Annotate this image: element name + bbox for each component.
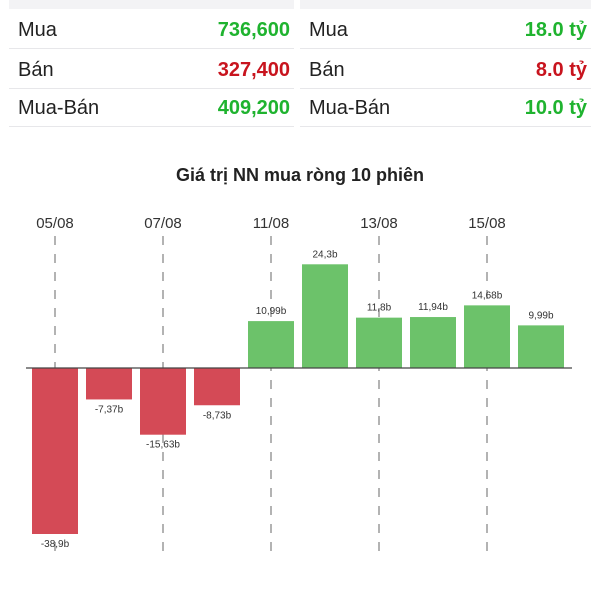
bar: [140, 368, 186, 435]
bar-value-label: -8,73b: [203, 410, 232, 421]
row-value: 409,200: [217, 96, 290, 119]
summary-row-buy: Mua 18.0 tỷ: [300, 12, 591, 49]
x-tick-label: 07/08: [144, 215, 182, 232]
bar-value-label: 11,8b: [367, 303, 392, 314]
bar: [410, 317, 456, 368]
row-value: 18.0 tỷ: [524, 18, 587, 41]
summary-row-net: Mua-Bán 10.0 tỷ: [300, 90, 591, 127]
x-tick-label: 15/08: [468, 215, 506, 232]
panel-top-divider: [9, 0, 294, 9]
x-tick-label: 05/08: [36, 215, 74, 232]
bar-value-label: 9,99b: [528, 310, 553, 321]
summary-row-net: Mua-Bán 409,200: [9, 90, 294, 127]
row-label: Mua: [309, 18, 348, 41]
row-label: Bán: [18, 58, 54, 81]
bar-value-label: -7,37b: [95, 404, 124, 415]
row-label: Mua-Bán: [18, 96, 100, 119]
summary-row-buy: Mua 736,600: [9, 12, 294, 49]
bar: [32, 368, 78, 534]
row-value: 736,600: [217, 18, 290, 41]
summary-panel-value: Mua 18.0 tỷ Bán 8.0 tỷ Mua-Bán 10.0 tỷ: [300, 0, 591, 128]
row-label: Bán: [309, 58, 345, 81]
summary-panel-volume: Mua 736,600 Bán 327,400 Mua-Bán 409,200: [9, 0, 294, 128]
summary-row-sell: Bán 8.0 tỷ: [300, 52, 591, 89]
row-value: 10.0 tỷ: [524, 96, 587, 119]
net-buy-bar-chart: 05/08 07/08 11/08 13/08 15/08 -38,9b -7,37b -15…: [26, 215, 572, 560]
x-tick-label: 13/08: [360, 215, 398, 232]
x-tick-label: 11/08: [253, 215, 289, 232]
bar-value-label: -38,9b: [41, 539, 70, 550]
bar: [194, 368, 240, 406]
bar-value-label: 11,94b: [418, 302, 448, 313]
row-label: Mua-Bán: [309, 96, 391, 119]
chart-title: Giá trị NN mua ròng 10 phiên: [175, 165, 425, 185]
bar: [518, 325, 564, 368]
row-label: Mua: [18, 18, 57, 41]
summary-row-sell: Bán 327,400: [9, 52, 294, 89]
bar-value-label: 10,99b: [256, 306, 287, 317]
bar-value-label: -15,63b: [146, 440, 180, 451]
panel-top-divider: [300, 0, 591, 9]
bar-value-label: 24,3b: [312, 249, 337, 260]
bar: [302, 264, 348, 368]
bar: [464, 305, 510, 368]
bar: [86, 368, 132, 400]
bar: [356, 317, 402, 368]
row-value: 327,400: [217, 58, 290, 81]
row-value: 8.0 tỷ: [535, 58, 587, 81]
bar-value-label: 14,68b: [472, 290, 503, 301]
bar: [248, 321, 294, 368]
